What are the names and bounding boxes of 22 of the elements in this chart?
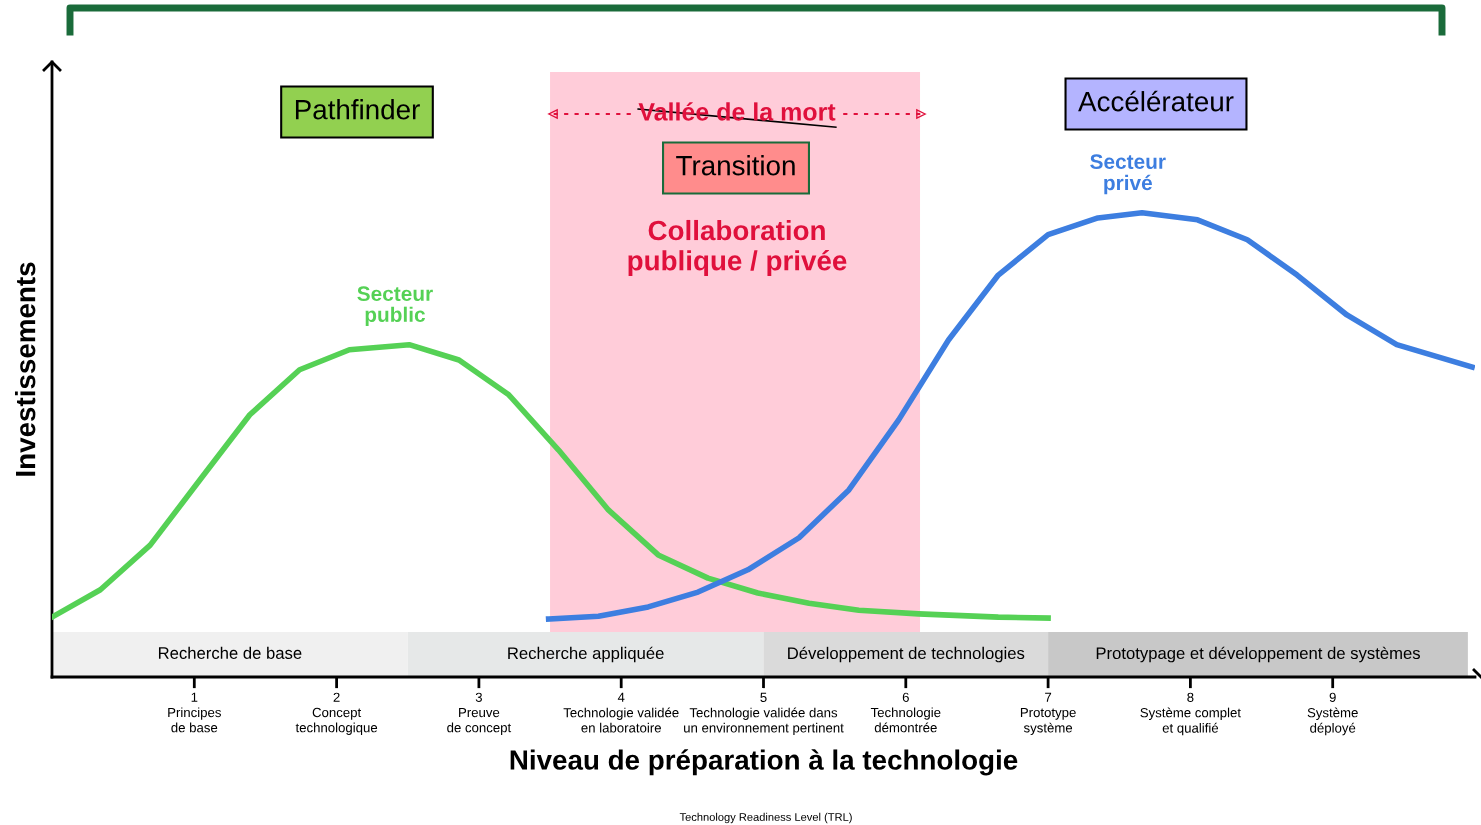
x-tick-label: 2 Concept technologique (295, 692, 378, 735)
x-axis-title: Niveau de préparation à la technologie (510, 749, 1018, 776)
text: Technology Readiness Level (TRL) (679, 812, 852, 824)
x-tick-label: 7 Prototype système (1020, 692, 1076, 736)
band-label: Recherche appliquée (508, 646, 664, 663)
x-tick-label: 9 Système déployé (1307, 692, 1358, 736)
y-axis-title: Investissements (14, 262, 36, 476)
text: Accélérateur (1078, 90, 1234, 112)
annotation: Collaboration publique / privée (628, 219, 847, 277)
series-label: Secteur public (357, 286, 433, 327)
x-tick-label: 3 Preuve de concept (447, 692, 512, 735)
band-label: Recherche de base (158, 646, 302, 659)
band-label: Prototypage et développement de systèmes (1096, 646, 1420, 663)
text: Pathfinder (295, 99, 420, 120)
text: Transition (676, 155, 795, 176)
series-label: Secteur privé (1090, 154, 1166, 195)
x-tick-label: 6 Technologie démontrée (870, 692, 941, 733)
x-tick-label: 4 Technologie validée en laboratoire (563, 692, 679, 733)
x-tick-label: 8 Système complet et qualifié (1140, 692, 1241, 736)
x-tick-label: 5 Technologie validée dans un environnement pertinent (684, 692, 844, 736)
x-tick-label: 1 Principes de base (168, 692, 221, 733)
band-label: Développement de technologies (788, 646, 1025, 663)
